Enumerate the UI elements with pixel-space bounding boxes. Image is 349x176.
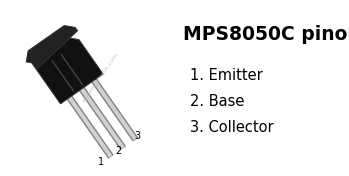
- Polygon shape: [80, 88, 125, 149]
- Polygon shape: [67, 96, 113, 158]
- Text: 1. Emitter: 1. Emitter: [190, 68, 263, 83]
- Text: 3. Collector: 3. Collector: [190, 120, 274, 135]
- Text: el-component.com: el-component.com: [81, 51, 119, 103]
- Text: 3: 3: [134, 131, 140, 141]
- Text: 2. Base: 2. Base: [190, 94, 244, 109]
- Polygon shape: [36, 38, 103, 104]
- Polygon shape: [79, 87, 126, 150]
- Polygon shape: [92, 79, 137, 140]
- Text: 1: 1: [98, 156, 104, 166]
- Text: MPS8050C pinout: MPS8050C pinout: [183, 25, 349, 44]
- Polygon shape: [26, 26, 77, 70]
- Text: 2: 2: [115, 146, 121, 156]
- Polygon shape: [91, 79, 138, 141]
- Polygon shape: [68, 96, 112, 158]
